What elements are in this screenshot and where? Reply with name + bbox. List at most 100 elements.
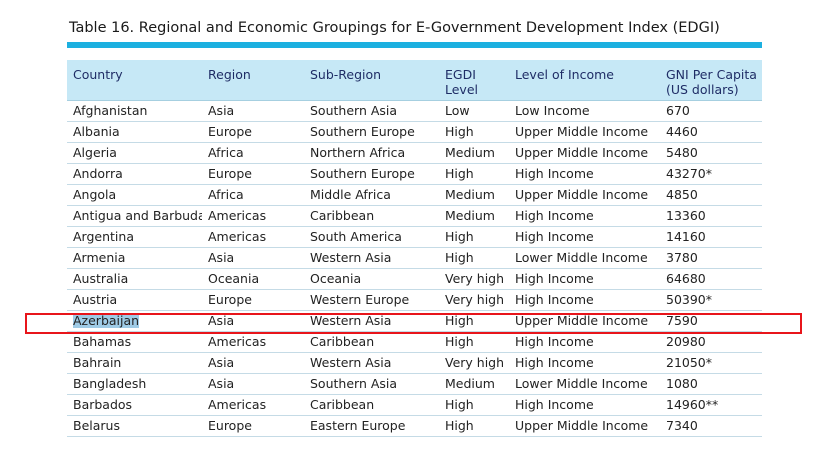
cell-income-level[interactable]: High Income [509,394,660,416]
cell-income-level[interactable]: Lower Middle Income [509,373,660,395]
cell-egdi-level[interactable]: Medium [439,184,509,206]
cell-subregion[interactable]: Oceania [304,268,439,290]
cell-egdi-level[interactable]: Low [439,100,509,122]
cell-country[interactable]: Argentina [67,226,202,248]
cell-income-level[interactable]: Low Income [509,100,660,122]
cell-income-level[interactable]: High Income [509,226,660,248]
cell-gni[interactable]: 7340 [660,415,762,437]
cell-subregion[interactable]: Southern Europe [304,163,439,185]
cell-subregion[interactable]: Western Asia [304,310,439,332]
cell-region[interactable]: Asia [202,247,304,269]
cell-country[interactable]: Azerbaijan [67,310,202,332]
cell-egdi-level[interactable]: High [439,226,509,248]
cell-subregion[interactable]: Northern Africa [304,142,439,164]
cell-gni[interactable]: 50390* [660,289,762,311]
cell-gni[interactable]: 4850 [660,184,762,206]
table-row[interactable]: Bangladesh Asia Southern Asia Medium Lower M… [67,373,762,395]
cell-income-level[interactable]: High Income [509,289,660,311]
cell-country[interactable]: Austria [67,289,202,311]
cell-subregion[interactable]: Caribbean [304,331,439,353]
cell-egdi-level[interactable]: High [439,331,509,353]
cell-country[interactable]: Antigua and Barbuda [67,205,202,227]
table-row[interactable]: Argentina Americas South America High High I… [67,226,762,248]
cell-egdi-level[interactable]: High [439,415,509,437]
cell-egdi-level[interactable]: High [439,247,509,269]
cell-country[interactable]: Bahrain [67,352,202,374]
cell-gni[interactable]: 14160 [660,226,762,248]
cell-income-level[interactable]: High Income [509,268,660,290]
header-country[interactable]: Country [67,60,202,101]
cell-subregion[interactable]: Western Europe [304,289,439,311]
table-row[interactable]: Bahrain Asia Western Asia Very high High Inc… [67,352,762,374]
cell-gni[interactable]: 20980 [660,331,762,353]
cell-country[interactable]: Albania [67,121,202,143]
cell-subregion[interactable]: Middle Africa [304,184,439,206]
cell-gni[interactable]: 64680 [660,268,762,290]
table-row[interactable]: Australia Oceania Oceania Very high High Inc… [67,268,762,290]
cell-country[interactable]: Andorra [67,163,202,185]
cell-egdi-level[interactable]: Medium [439,142,509,164]
cell-egdi-level[interactable]: High [439,394,509,416]
cell-gni[interactable]: 7590 [660,310,762,332]
cell-country[interactable]: Australia [67,268,202,290]
table-row[interactable]: Afghanistan Asia Southern Asia Low Low Incom… [67,100,762,122]
cell-subregion[interactable]: Southern Asia [304,100,439,122]
cell-egdi-level[interactable]: Very high [439,289,509,311]
cell-gni[interactable]: 13360 [660,205,762,227]
cell-region[interactable]: Europe [202,121,304,143]
table-row[interactable]: Albania Europe Southern Europe High Upper Mi… [67,121,762,143]
cell-region[interactable]: Oceania [202,268,304,290]
cell-egdi-level[interactable]: High [439,121,509,143]
cell-region[interactable]: Europe [202,415,304,437]
header-subregion[interactable]: Sub-Region [304,60,439,101]
cell-gni[interactable]: 43270* [660,163,762,185]
table-row[interactable]: Armenia Asia Western Asia High Lower Middle … [67,247,762,269]
cell-region[interactable]: Africa [202,184,304,206]
header-egdi-level[interactable]: EGDI Level [439,60,509,101]
cell-gni[interactable]: 4460 [660,121,762,143]
cell-region[interactable]: Americas [202,394,304,416]
table-row[interactable]: Bahamas Americas Caribbean High High Income 2… [67,331,762,353]
cell-region[interactable]: Asia [202,373,304,395]
table-row[interactable]: Angola Africa Middle Africa Medium Upper Mid… [67,184,762,206]
cell-income-level[interactable]: Upper Middle Income [509,310,660,332]
cell-region[interactable]: Africa [202,142,304,164]
table-row[interactable]: Belarus Europe Eastern Europe High Upper Mid… [67,415,762,437]
cell-egdi-level[interactable]: Very high [439,268,509,290]
cell-gni[interactable]: 14960** [660,394,762,416]
cell-region[interactable]: Americas [202,226,304,248]
cell-subregion[interactable]: Caribbean [304,394,439,416]
header-level-of-income[interactable]: Level of Income [509,60,660,101]
header-gni-per-capita[interactable]: GNI Per Capita (US dollars) [660,60,762,101]
cell-income-level[interactable]: Upper Middle Income [509,121,660,143]
table-row[interactable]: Barbados Americas Caribbean High High Income… [67,394,762,416]
cell-income-level[interactable]: Lower Middle Income [509,247,660,269]
cell-income-level[interactable]: Upper Middle Income [509,142,660,164]
cell-country[interactable]: Afghanistan [67,100,202,122]
table-row[interactable]: Antigua and Barbuda Americas Caribbean Medi… [67,205,762,227]
cell-income-level[interactable]: High Income [509,331,660,353]
table-row[interactable]: Algeria Africa Northern Africa Medium Upper … [67,142,762,164]
cell-subregion[interactable]: South America [304,226,439,248]
table-row[interactable]: Azerbaijan Asia Western Asia High Upper Midd… [67,310,762,332]
cell-country[interactable]: Algeria [67,142,202,164]
cell-income-level[interactable]: High Income [509,205,660,227]
cell-income-level[interactable]: High Income [509,163,660,185]
cell-income-level[interactable]: High Income [509,352,660,374]
table-row[interactable]: Andorra Europe Southern Europe High High Inc… [67,163,762,185]
table-row[interactable]: Austria Europe Western Europe Very high High… [67,289,762,311]
cell-subregion[interactable]: Western Asia [304,352,439,374]
cell-region[interactable]: Americas [202,331,304,353]
cell-subregion[interactable]: Eastern Europe [304,415,439,437]
cell-gni[interactable]: 3780 [660,247,762,269]
cell-egdi-level[interactable]: High [439,163,509,185]
cell-income-level[interactable]: Upper Middle Income [509,415,660,437]
header-region[interactable]: Region [202,60,304,101]
cell-region[interactable]: Americas [202,205,304,227]
cell-income-level[interactable]: Upper Middle Income [509,184,660,206]
cell-subregion[interactable]: Western Asia [304,247,439,269]
cell-country[interactable]: Belarus [67,415,202,437]
cell-region[interactable]: Asia [202,100,304,122]
cell-region[interactable]: Asia [202,310,304,332]
cell-country[interactable]: Armenia [67,247,202,269]
